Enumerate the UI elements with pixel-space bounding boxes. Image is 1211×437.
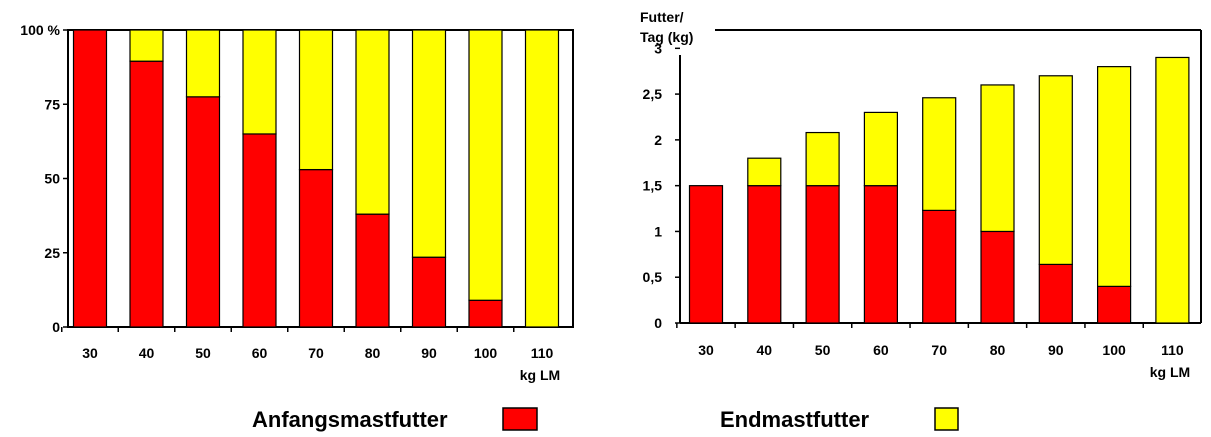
y-tick-label: 0,5 xyxy=(643,269,663,285)
y-tick-label: 50 xyxy=(44,171,60,187)
bar-endmastfutter xyxy=(805,131,840,187)
y-tick-label: 0 xyxy=(654,315,662,331)
bar-anfangsmastfutter xyxy=(863,185,899,324)
bar-anfangsmastfutter xyxy=(242,133,277,328)
bar-endmastfutter xyxy=(242,29,277,135)
bar-endmastfutter xyxy=(298,29,334,171)
x-tick-label: 90 xyxy=(421,345,437,361)
x-tick-label: 30 xyxy=(698,342,714,358)
bar-endmastfutter xyxy=(747,157,782,187)
x-axis-unit-label: kg LM xyxy=(1150,364,1190,380)
bar-anfangsmastfutter xyxy=(1096,285,1132,324)
bar-endmastfutter xyxy=(1155,56,1190,324)
bar-anfangsmastfutter xyxy=(688,185,724,324)
bar-anfangsmastfutter xyxy=(980,230,1015,324)
bar-anfangsmastfutter xyxy=(72,29,108,328)
x-tick-label: 100 xyxy=(474,345,498,361)
y-tick-label: 100 % xyxy=(20,22,60,38)
legend-swatch-endmastfutter xyxy=(934,407,959,431)
bar-anfangsmastfutter xyxy=(747,185,782,324)
bar-endmastfutter xyxy=(524,29,560,328)
y-tick-label: 75 xyxy=(44,96,60,112)
bar-endmastfutter xyxy=(980,84,1015,233)
y-tick-label: 2,5 xyxy=(643,86,663,102)
x-tick-label: 80 xyxy=(990,342,1006,358)
x-tick-label: 110 xyxy=(1161,342,1184,358)
y-axis-title: Futter/ xyxy=(640,9,684,25)
bar-anfangsmastfutter xyxy=(1038,263,1073,324)
bar-anfangsmastfutter xyxy=(129,60,164,328)
x-tick-label: 30 xyxy=(82,345,98,361)
bar-endmastfutter xyxy=(129,29,164,62)
legend-swatch-anfangsmastfutter xyxy=(502,407,538,431)
x-tick-label: 60 xyxy=(873,342,889,358)
x-tick-label: 50 xyxy=(195,345,211,361)
x-tick-label: 80 xyxy=(365,345,381,361)
x-tick-label: 90 xyxy=(1048,342,1064,358)
x-tick-label: 110 xyxy=(531,345,554,361)
x-tick-label: 100 xyxy=(1102,342,1126,358)
y-tick-label: 1 xyxy=(654,223,662,239)
bar-anfangsmastfutter xyxy=(355,213,390,328)
x-tick-label: 60 xyxy=(252,345,268,361)
y-axis-title: Tag (kg) xyxy=(640,29,693,45)
x-tick-label: 50 xyxy=(815,342,831,358)
bar-endmastfutter xyxy=(468,29,503,301)
bar-anfangsmastfutter xyxy=(185,96,221,328)
bar-anfangsmastfutter xyxy=(298,168,334,328)
legend-label-endmastfutter: Endmastfutter xyxy=(720,407,870,432)
bar-anfangsmastfutter xyxy=(922,209,957,324)
bar-endmastfutter xyxy=(863,111,899,187)
bar-anfangsmastfutter xyxy=(411,256,447,328)
y-tick-label: 3 xyxy=(654,40,662,56)
legend-label-anfangsmastfutter: Anfangsmastfutter xyxy=(252,407,448,432)
y-tick-label: 1,5 xyxy=(643,178,663,194)
x-axis-unit-label: kg LM xyxy=(520,367,560,383)
y-tick-label: 25 xyxy=(44,245,60,261)
y-tick-label: 0 xyxy=(52,319,60,335)
bar-endmastfutter xyxy=(1038,75,1073,265)
bar-anfangsmastfutter xyxy=(805,185,840,324)
bar-anfangsmastfutter xyxy=(468,299,503,328)
x-tick-label: 70 xyxy=(308,345,324,361)
bar-endmastfutter xyxy=(411,29,447,258)
legend: Anfangsmastfutter Endmastfutter xyxy=(252,407,959,432)
bar-endmastfutter xyxy=(922,97,957,211)
bar-endmastfutter xyxy=(185,29,221,98)
bar-endmastfutter xyxy=(1096,66,1132,287)
bar-endmastfutter xyxy=(355,29,390,215)
chart-feed-per-day: 0 0,5 1 1,5 2 2,5 3 Futter/Tag (kg) 30 40 50 60 70 80… xyxy=(640,9,1202,380)
y-tick-label: 2 xyxy=(654,132,662,148)
x-tick-label: 40 xyxy=(139,345,155,361)
x-tick-label: 40 xyxy=(757,342,773,358)
chart-feed-share-percent: 0 25 50 75 100 % 30 40 50 60 70 80 90 100 110 kg LM xyxy=(20,22,574,383)
x-tick-label: 70 xyxy=(931,342,947,358)
